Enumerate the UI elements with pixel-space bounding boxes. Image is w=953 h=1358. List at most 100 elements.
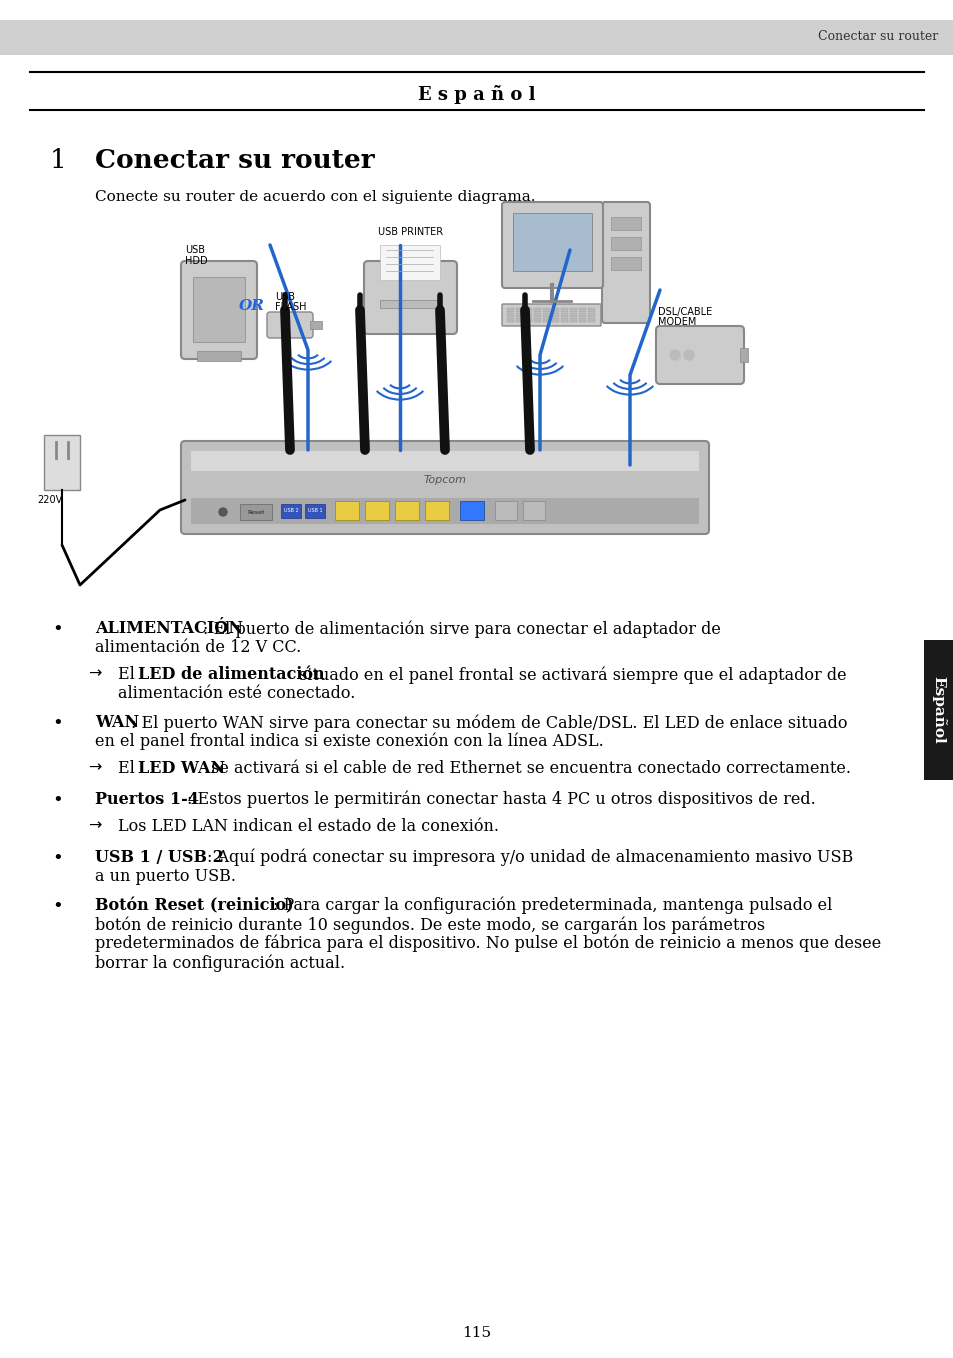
Text: Conectar su router: Conectar su router bbox=[95, 148, 375, 172]
Bar bbox=[516, 318, 522, 322]
Text: El: El bbox=[118, 665, 140, 683]
Text: : El puerto WAN sirve para conectar su módem de Cable/DSL. El LED de enlace situ: : El puerto WAN sirve para conectar su m… bbox=[131, 714, 846, 732]
Bar bbox=[587, 318, 595, 322]
Circle shape bbox=[683, 350, 693, 360]
Bar bbox=[191, 498, 699, 524]
Text: USB: USB bbox=[274, 292, 294, 301]
Text: botón de reinicio durante 10 segundos. De este modo, se cargarán los parámetros: botón de reinicio durante 10 segundos. D… bbox=[95, 917, 764, 933]
Bar bbox=[740, 348, 747, 363]
Text: situado en el panel frontal se activará siempre que el adaptador de: situado en el panel frontal se activará … bbox=[294, 665, 845, 683]
Bar bbox=[534, 312, 540, 316]
Text: USB 2: USB 2 bbox=[283, 508, 298, 513]
Bar bbox=[281, 504, 301, 517]
Bar bbox=[522, 501, 544, 520]
FancyBboxPatch shape bbox=[601, 202, 649, 323]
Bar bbox=[560, 318, 567, 322]
Text: alimentación de 12 V CC.: alimentación de 12 V CC. bbox=[95, 640, 301, 656]
Bar bbox=[191, 451, 699, 471]
Bar bbox=[506, 312, 514, 316]
Text: 220V: 220V bbox=[37, 496, 62, 505]
Text: •: • bbox=[52, 621, 63, 638]
Circle shape bbox=[219, 508, 227, 516]
Bar bbox=[552, 318, 558, 322]
Text: Los LED LAN indican el estado de la conexión.: Los LED LAN indican el estado de la cone… bbox=[118, 818, 498, 835]
Text: E s p a ñ o l: E s p a ñ o l bbox=[417, 84, 536, 103]
Bar bbox=[524, 312, 532, 316]
Text: LED de alimentación: LED de alimentación bbox=[138, 665, 324, 683]
FancyBboxPatch shape bbox=[181, 261, 256, 359]
Text: 115: 115 bbox=[462, 1325, 491, 1340]
Text: DSL/CABLE: DSL/CABLE bbox=[658, 307, 712, 316]
Bar bbox=[569, 308, 577, 311]
Bar bbox=[495, 501, 517, 520]
Bar bbox=[193, 277, 245, 342]
Text: Botón Reset (reinicio): Botón Reset (reinicio) bbox=[95, 898, 294, 914]
FancyBboxPatch shape bbox=[181, 441, 708, 534]
Bar bbox=[424, 501, 449, 520]
Text: : El puerto de alimentación sirve para conectar el adaptador de: : El puerto de alimentación sirve para c… bbox=[203, 621, 720, 637]
Text: se activará si el cable de red Ethernet se encuentra conectado correctamente.: se activará si el cable de red Ethernet … bbox=[206, 760, 850, 777]
Text: HDD: HDD bbox=[185, 257, 208, 266]
Bar bbox=[610, 257, 640, 270]
Text: 1: 1 bbox=[50, 148, 67, 172]
Bar bbox=[578, 318, 585, 322]
Bar bbox=[534, 308, 540, 311]
Bar bbox=[587, 308, 595, 311]
Text: WAN: WAN bbox=[95, 714, 139, 731]
Bar bbox=[379, 300, 439, 308]
Text: Reset: Reset bbox=[247, 509, 265, 515]
Bar bbox=[578, 312, 585, 316]
Bar bbox=[516, 308, 522, 311]
Text: •: • bbox=[52, 714, 63, 732]
Bar bbox=[335, 501, 358, 520]
Bar bbox=[552, 308, 558, 311]
Bar bbox=[516, 312, 522, 316]
Text: MODEM: MODEM bbox=[658, 316, 696, 327]
Text: →: → bbox=[88, 818, 101, 832]
FancyBboxPatch shape bbox=[656, 326, 743, 384]
Bar bbox=[305, 504, 325, 517]
Bar bbox=[506, 318, 514, 322]
Bar bbox=[552, 312, 558, 316]
Bar bbox=[578, 308, 585, 311]
Bar bbox=[534, 318, 540, 322]
Bar bbox=[560, 308, 567, 311]
Text: en el panel frontal indica si existe conexión con la línea ADSL.: en el panel frontal indica si existe con… bbox=[95, 733, 603, 751]
Text: Puertos 1-4: Puertos 1-4 bbox=[95, 790, 198, 808]
Text: Topcom: Topcom bbox=[423, 475, 466, 485]
Text: USB 1 / USB 2: USB 1 / USB 2 bbox=[95, 849, 224, 866]
Text: borrar la configuración actual.: borrar la configuración actual. bbox=[95, 955, 345, 971]
Bar bbox=[923, 640, 953, 779]
Text: : Para cargar la configuración predeterminada, mantenga pulsado el: : Para cargar la configuración predeterm… bbox=[273, 898, 832, 914]
Text: Español: Español bbox=[930, 676, 945, 744]
Bar bbox=[513, 213, 592, 272]
Text: OR: OR bbox=[239, 299, 265, 312]
FancyBboxPatch shape bbox=[364, 261, 456, 334]
Text: : Aquí podrá conectar su impresora y/o unidad de almacenamiento masivo USB: : Aquí podrá conectar su impresora y/o u… bbox=[207, 849, 852, 866]
Text: predeterminados de fábrica para el dispositivo. No pulse el botón de reinicio a : predeterminados de fábrica para el dispo… bbox=[95, 936, 881, 952]
Bar bbox=[587, 312, 595, 316]
Text: →: → bbox=[88, 665, 101, 680]
Bar bbox=[542, 312, 550, 316]
Bar bbox=[379, 244, 439, 280]
Bar bbox=[610, 238, 640, 250]
Text: USB 1: USB 1 bbox=[308, 508, 322, 513]
Bar bbox=[395, 501, 418, 520]
Text: •: • bbox=[52, 790, 63, 809]
Bar bbox=[560, 312, 567, 316]
Bar bbox=[542, 308, 550, 311]
FancyBboxPatch shape bbox=[267, 312, 313, 338]
Bar bbox=[524, 318, 532, 322]
Bar bbox=[240, 504, 272, 520]
Text: Conectar su router: Conectar su router bbox=[817, 30, 937, 43]
Bar bbox=[569, 312, 577, 316]
Text: LED WAN: LED WAN bbox=[138, 760, 225, 777]
Text: •: • bbox=[52, 898, 63, 915]
Bar bbox=[542, 318, 550, 322]
Text: a un puerto USB.: a un puerto USB. bbox=[95, 868, 235, 885]
Circle shape bbox=[669, 350, 679, 360]
Bar bbox=[506, 308, 514, 311]
Text: FLASH: FLASH bbox=[274, 301, 306, 312]
Bar bbox=[196, 350, 241, 361]
Text: USB: USB bbox=[185, 244, 205, 255]
